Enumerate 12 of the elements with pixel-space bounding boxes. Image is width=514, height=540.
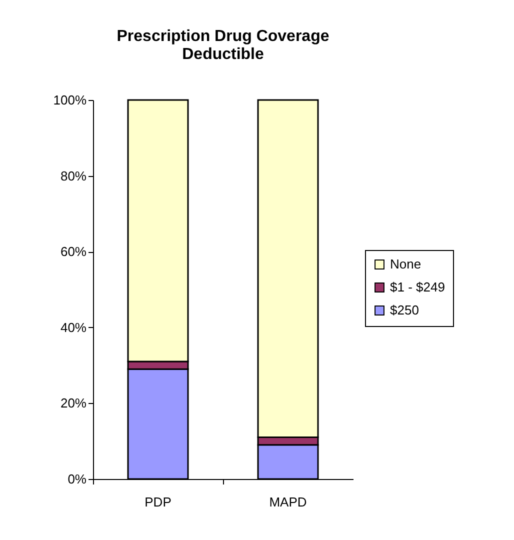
chart-title: Prescription Drug Coverage Deductible	[116, 28, 330, 63]
y-tick-label: 100%	[53, 92, 87, 108]
y-tick-label: 20%	[60, 396, 87, 411]
legend-label: $250	[390, 302, 419, 318]
x-tick-label: MAPD	[269, 494, 307, 510]
y-tick-label: 80%	[60, 168, 87, 184]
y-tick-label: 0%	[68, 472, 87, 486]
legend-label: $1 - $249	[390, 280, 445, 294]
y-tick-label: 60%	[60, 244, 87, 260]
legend-label: None	[390, 256, 422, 272]
x-tick-label: PDP	[144, 494, 172, 510]
y-tick-label: 40%	[60, 320, 87, 335]
